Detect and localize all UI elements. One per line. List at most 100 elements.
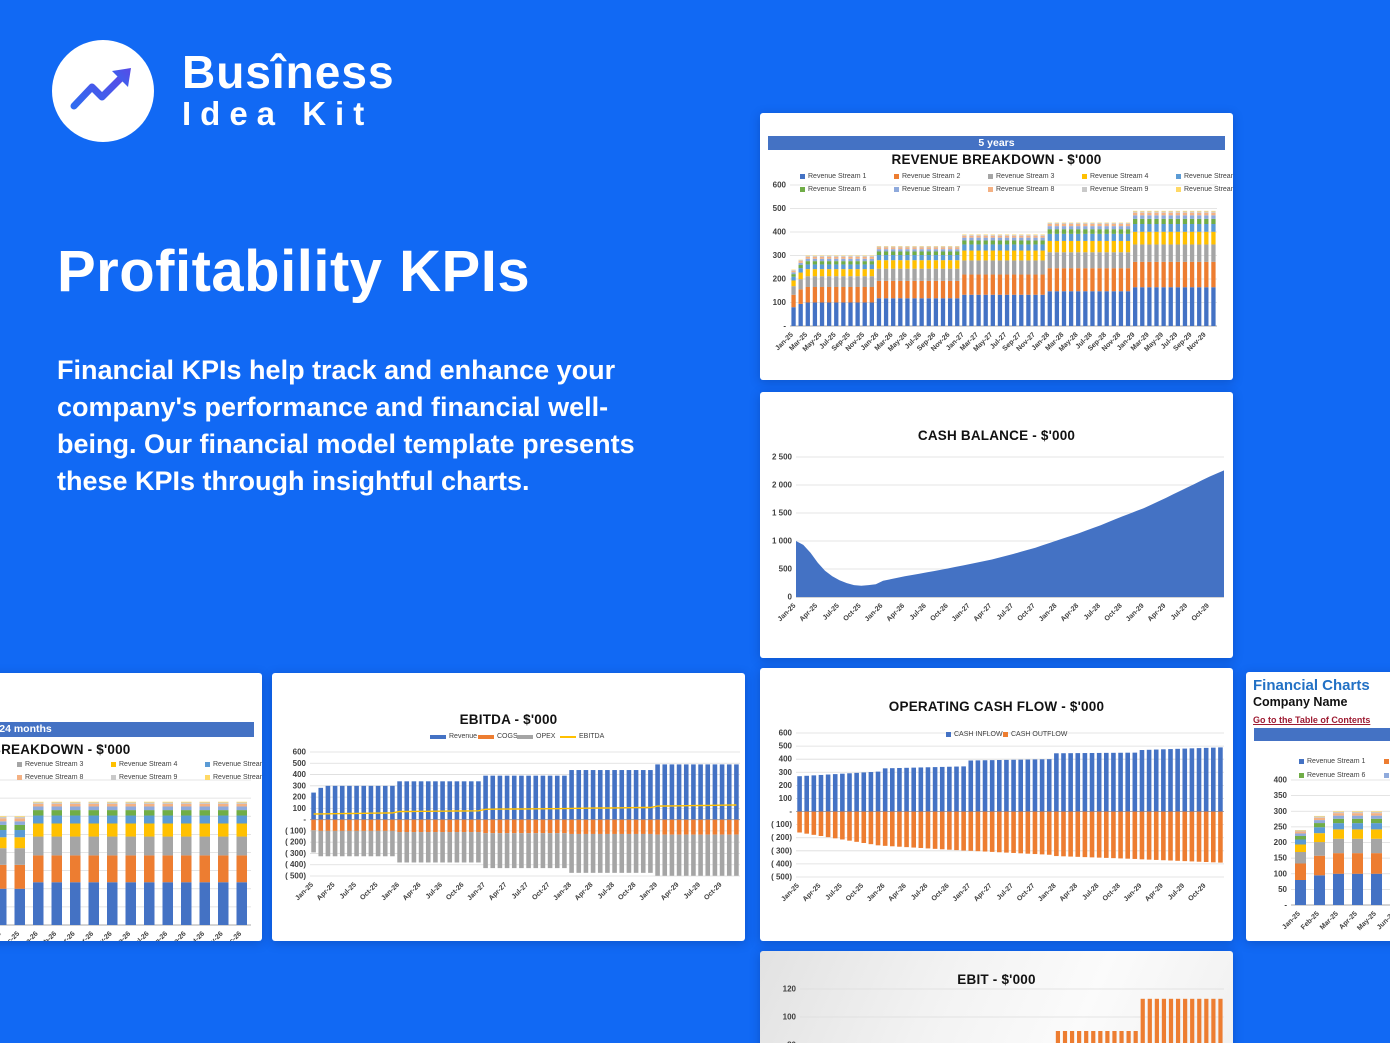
svg-text:500: 500	[779, 565, 793, 574]
svg-text:80: 80	[787, 1041, 796, 1043]
legend-label: OPEX	[536, 733, 556, 740]
svg-text:120: 120	[783, 985, 797, 994]
svg-text:( 500): ( 500)	[285, 872, 306, 881]
svg-text:Apr-26: Apr-26	[887, 882, 908, 903]
legend-item: CASH INFLOW	[946, 731, 1003, 738]
svg-text:Jul-25: Jul-25	[822, 602, 841, 621]
svg-text:Oct-27: Oct-27	[1016, 882, 1036, 902]
svg-text:-: -	[1284, 901, 1287, 910]
svg-text:150: 150	[1274, 854, 1288, 863]
legend-marker-icon	[894, 187, 899, 192]
svg-text:Oct-29: Oct-29	[703, 881, 723, 901]
legend-label: Revenue Stream 2	[902, 173, 961, 180]
svg-text:Jul-26: Jul-26	[131, 930, 150, 941]
svg-text:Jul-27: Jul-27	[996, 882, 1015, 901]
legend-marker-icon	[1082, 187, 1087, 192]
chart-card-cash-balance: CASH BALANCE - $'000 2 500 2 000 1 500 1 000…	[760, 392, 1233, 658]
chart-title: REVENUE BREAKDOWN - $'000	[0, 742, 131, 757]
svg-text:Mar-25: Mar-25	[1319, 910, 1340, 931]
svg-text:Jan-29: Jan-29	[638, 881, 659, 902]
svg-text:600: 600	[773, 181, 787, 190]
svg-text:( 200): ( 200)	[771, 833, 792, 842]
svg-text:Jun-26: Jun-26	[111, 930, 132, 941]
svg-text:Aug-26: Aug-26	[147, 930, 169, 941]
legend-item: OPEX	[517, 733, 555, 740]
legend-marker-icon	[1384, 773, 1389, 778]
svg-text:Apr-26: Apr-26	[75, 930, 96, 941]
svg-text:( 400): ( 400)	[771, 859, 792, 868]
svg-text:2 500: 2 500	[772, 453, 793, 462]
legend-item: Revenue Stream 7	[894, 186, 960, 193]
svg-text:2 000: 2 000	[772, 481, 793, 490]
svg-text:100: 100	[1274, 869, 1288, 878]
period-banner: 5 years	[768, 136, 1225, 150]
legend-item: Revenue Stream 10	[1176, 186, 1233, 193]
legend-marker-icon	[1384, 759, 1389, 764]
legend-item: Revenue Stream 5	[1176, 173, 1233, 180]
svg-text:Apr-27: Apr-27	[973, 602, 994, 623]
svg-text:Nov-26: Nov-26	[203, 930, 225, 941]
legend-item: CASH OUTFLOW	[1003, 731, 1067, 738]
svg-text:Oct-25: Oct-25	[842, 602, 862, 622]
svg-text:200: 200	[293, 793, 307, 802]
legend-label: Revenue Stream 5	[1184, 173, 1233, 180]
svg-text:Feb-26: Feb-26	[37, 930, 58, 941]
svg-text:400: 400	[293, 770, 307, 779]
brand-logo-lockup: Busîness Idea Kit	[52, 40, 395, 142]
svg-text:Apr-25: Apr-25	[316, 881, 337, 902]
svg-text:Oct-28: Oct-28	[617, 881, 637, 901]
legend-label: COGS	[497, 733, 518, 740]
svg-text:Jul-29: Jul-29	[1167, 882, 1186, 901]
legend-marker-icon	[1299, 773, 1304, 778]
svg-text:( 200): ( 200)	[285, 838, 306, 847]
legend-label: Revenue Stream 9	[119, 774, 178, 781]
chart-card-ebit: EBIT - $'00012010080604020-Jan-25Apr-25J…	[760, 951, 1233, 1043]
svg-text:Apr-26: Apr-26	[402, 881, 423, 902]
svg-text:Dec-25: Dec-25	[0, 930, 21, 941]
legend-label: Revenue Stream 8	[25, 774, 84, 781]
legend-item: COGS	[478, 733, 518, 740]
legend-label: Revenue Stream 7	[902, 186, 961, 193]
chart-title: EBIT - $'000	[957, 972, 1036, 987]
chart-card-revenue-breakdown-5y: 5 years REVENUE BREAKDOWN - $'000 Revenue …	[760, 113, 1233, 380]
legend-marker-icon	[1176, 174, 1181, 179]
legend-marker-icon	[205, 762, 210, 767]
page-description: Financial KPIs help track and enhance yo…	[57, 355, 635, 496]
svg-text:Apr-28: Apr-28	[1060, 602, 1081, 623]
svg-text:Apr-26: Apr-26	[886, 602, 907, 623]
svg-text:-: -	[783, 322, 786, 331]
svg-text:Jan-29: Jan-29	[1125, 602, 1146, 623]
svg-text:May-26: May-26	[92, 930, 114, 941]
legend-label: Revenue Stream 6	[808, 186, 867, 193]
svg-text:1 500: 1 500	[772, 509, 793, 518]
chart-card-financial-charts-sheet: Financial Charts Company Name Go to the …	[1246, 672, 1390, 941]
svg-text:Nov-25: Nov-25	[0, 930, 3, 941]
svg-text:Jan-28: Jan-28	[1038, 602, 1059, 623]
legend-marker-icon	[17, 775, 22, 780]
table-of-contents-link[interactable]: Go to the Table of Contents	[1253, 715, 1371, 726]
chart-title: REVENUE BREAKDOWN - $'000	[891, 152, 1102, 167]
svg-text:( 300): ( 300)	[771, 846, 792, 855]
chart-title: EBITDA - $'000	[459, 712, 558, 727]
brand-logo	[52, 40, 154, 142]
svg-text:Oct-28: Oct-28	[1102, 882, 1122, 902]
trend-arrow-icon	[70, 68, 131, 110]
svg-text:Jan-25: Jan-25	[1281, 910, 1302, 931]
legend-marker-icon	[430, 734, 446, 739]
svg-text:50: 50	[1278, 885, 1287, 894]
svg-text:Jun-25: Jun-25	[1376, 910, 1390, 931]
svg-text:Oct-26: Oct-26	[929, 602, 949, 622]
svg-text:500: 500	[293, 759, 307, 768]
svg-text:( 100): ( 100)	[771, 820, 792, 829]
legend-marker-icon	[111, 762, 116, 767]
legend-label: CASH INFLOW	[954, 731, 1003, 738]
legend-label: Revenue Stream 1	[1307, 758, 1366, 765]
legend-marker-icon	[205, 775, 210, 780]
svg-text:Jul-27: Jul-27	[996, 602, 1015, 621]
chart-title: OPERATING CASH FLOW - $'000	[888, 699, 1105, 714]
legend-label: Revenue	[449, 733, 478, 740]
legend-item: Revenue Stream 6	[1299, 772, 1365, 779]
legend-label: Revenue Stream 4	[1090, 173, 1149, 180]
